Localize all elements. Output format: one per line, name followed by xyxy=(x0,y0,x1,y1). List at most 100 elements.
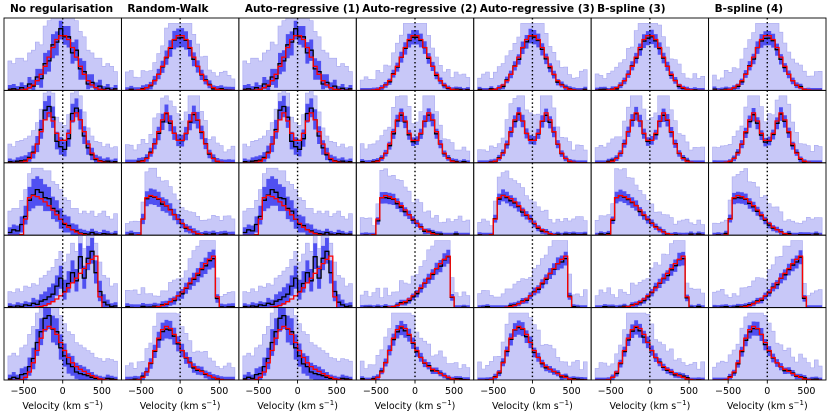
x-axis-label-close: ) xyxy=(569,401,573,412)
true-profile-line xyxy=(125,35,235,91)
panel-r1-random-walk xyxy=(120,17,240,91)
panel-r2-random-walk xyxy=(120,89,240,164)
x-axis-label-exponent: −1 xyxy=(89,399,99,407)
x-tick-label: 500 xyxy=(93,386,111,397)
panel-r3-auto-regressive-2 xyxy=(355,162,475,236)
panel-r3-b-spline-3 xyxy=(590,162,710,236)
panel-r4-random-walk xyxy=(120,234,240,309)
x-tick-label: 500 xyxy=(680,386,698,397)
x-tick-label: 500 xyxy=(563,386,581,397)
true-profile-line xyxy=(595,325,705,381)
panel-r5-random-walk xyxy=(120,307,240,381)
x-axis-label-exponent: −1 xyxy=(324,399,334,407)
panel-r5-auto-regressive-2 xyxy=(355,307,475,381)
inner-credible-band xyxy=(477,189,588,236)
panel-r1-b-spline-3 xyxy=(590,17,710,91)
true-profile-line xyxy=(712,112,823,163)
x-tick-label: 0 xyxy=(764,386,770,397)
inner-credible-band xyxy=(477,251,588,308)
panel-r3-auto-regressive-3 xyxy=(473,162,592,236)
x-tick-label: 0 xyxy=(295,386,301,397)
true-profile-line xyxy=(242,325,353,381)
true-profile-line xyxy=(360,35,470,91)
x-axis-label: Velocity (km s−1) xyxy=(727,399,808,412)
panel-r5-b-spline-3 xyxy=(590,307,710,381)
x-axis-label-close: ) xyxy=(687,401,691,412)
x-axis-label: Velocity (km s−1) xyxy=(257,399,338,412)
outer-credible-band xyxy=(477,95,588,163)
inner-credible-band xyxy=(242,20,353,91)
true-profile-line xyxy=(7,112,118,163)
outer-credible-band xyxy=(359,95,471,163)
panels xyxy=(3,17,827,381)
x-axis-label-close: ) xyxy=(804,401,808,412)
panel-r3-random-walk xyxy=(120,162,240,236)
column-title-no-regularisation: No regularisation xyxy=(10,3,113,15)
column-title-random-walk: Random-Walk xyxy=(127,3,209,15)
panel-r4-no-regularisation xyxy=(3,234,122,309)
x-tick-label: 500 xyxy=(445,386,463,397)
x-tick-label: 500 xyxy=(797,386,815,397)
x-axis-label-close: ) xyxy=(334,401,338,412)
true-profile-line xyxy=(712,325,823,381)
x-axis-label-exponent: −1 xyxy=(441,399,451,407)
x-tick-label: 0 xyxy=(647,386,653,397)
true-profile-line xyxy=(360,112,470,163)
panel-r4-b-spline-4 xyxy=(708,234,827,309)
panel-r2-auto-regressive-2 xyxy=(355,89,475,164)
x-tick-label: 0 xyxy=(60,386,66,397)
panel-r1-auto-regressive-2 xyxy=(355,17,475,91)
panel-r1-auto-regressive-3 xyxy=(473,17,592,91)
panel-r3-no-regularisation xyxy=(3,162,122,236)
panel-r4-b-spline-3 xyxy=(590,234,710,309)
x-axis-label-close: ) xyxy=(99,401,103,412)
x-axis-label-exponent: −1 xyxy=(676,399,686,407)
x-axis-label-close: ) xyxy=(452,401,456,412)
x-tick-label: −500 xyxy=(598,386,624,397)
x-axis-label: Velocity (km s−1) xyxy=(375,399,456,412)
true-profile-line xyxy=(7,325,118,381)
panel-r2-b-spline-4 xyxy=(708,89,827,164)
true-profile-line xyxy=(242,35,353,91)
inner-credible-band xyxy=(125,28,235,91)
x-tick-label: 0 xyxy=(412,386,418,397)
inner-credible-band xyxy=(7,20,118,91)
x-tick-label: 500 xyxy=(210,386,228,397)
x-tick-label: 0 xyxy=(529,386,535,397)
panel-r3-auto-regressive-1 xyxy=(238,162,357,236)
panel-r5-b-spline-4 xyxy=(708,307,827,381)
true-profile-line xyxy=(125,112,235,163)
inner-credible-band xyxy=(477,28,588,91)
x-axis-label-text: Velocity (km s xyxy=(22,401,89,412)
panel-r5-no-regularisation xyxy=(3,307,122,381)
panel-r4-auto-regressive-3 xyxy=(473,234,592,309)
column-title-auto-regressive-2: Auto-regressive (2) xyxy=(362,3,477,15)
x-axis-label-text: Velocity (km s xyxy=(492,401,559,412)
x-axis-label-exponent: −1 xyxy=(794,399,804,407)
true-profile-line xyxy=(595,35,705,91)
x-tick-label: 0 xyxy=(177,386,183,397)
panel-r2-auto-regressive-1 xyxy=(238,89,357,164)
panel-r2-auto-regressive-3 xyxy=(473,89,592,164)
x-axis-label-exponent: −1 xyxy=(206,399,216,407)
x-axis-label: Velocity (km s−1) xyxy=(492,399,573,412)
panel-r4-auto-regressive-1 xyxy=(238,234,357,309)
x-axis-label-close: ) xyxy=(217,401,221,412)
true-profile-line xyxy=(477,112,588,163)
x-axis-label: Velocity (km s−1) xyxy=(140,399,221,412)
inner-credible-band xyxy=(360,192,470,236)
panel-r2-no-regularisation xyxy=(3,89,122,164)
x-axis-label-text: Velocity (km s xyxy=(610,401,677,412)
column-title-b-spline-4: B-spline (4) xyxy=(715,3,783,15)
x-axis-label: Velocity (km s−1) xyxy=(22,399,103,412)
x-tick-label: −500 xyxy=(363,386,389,397)
x-tick-label: −500 xyxy=(480,386,506,397)
x-tick-label: −500 xyxy=(715,386,741,397)
panel-r1-no-regularisation xyxy=(3,17,122,91)
true-profile-line xyxy=(360,325,470,381)
true-profile-line xyxy=(712,35,823,91)
true-profile-line xyxy=(7,35,118,91)
column-title-b-spline-3: B-spline (3) xyxy=(597,3,665,15)
column-title-auto-regressive-3: Auto-regressive (3) xyxy=(480,3,595,15)
